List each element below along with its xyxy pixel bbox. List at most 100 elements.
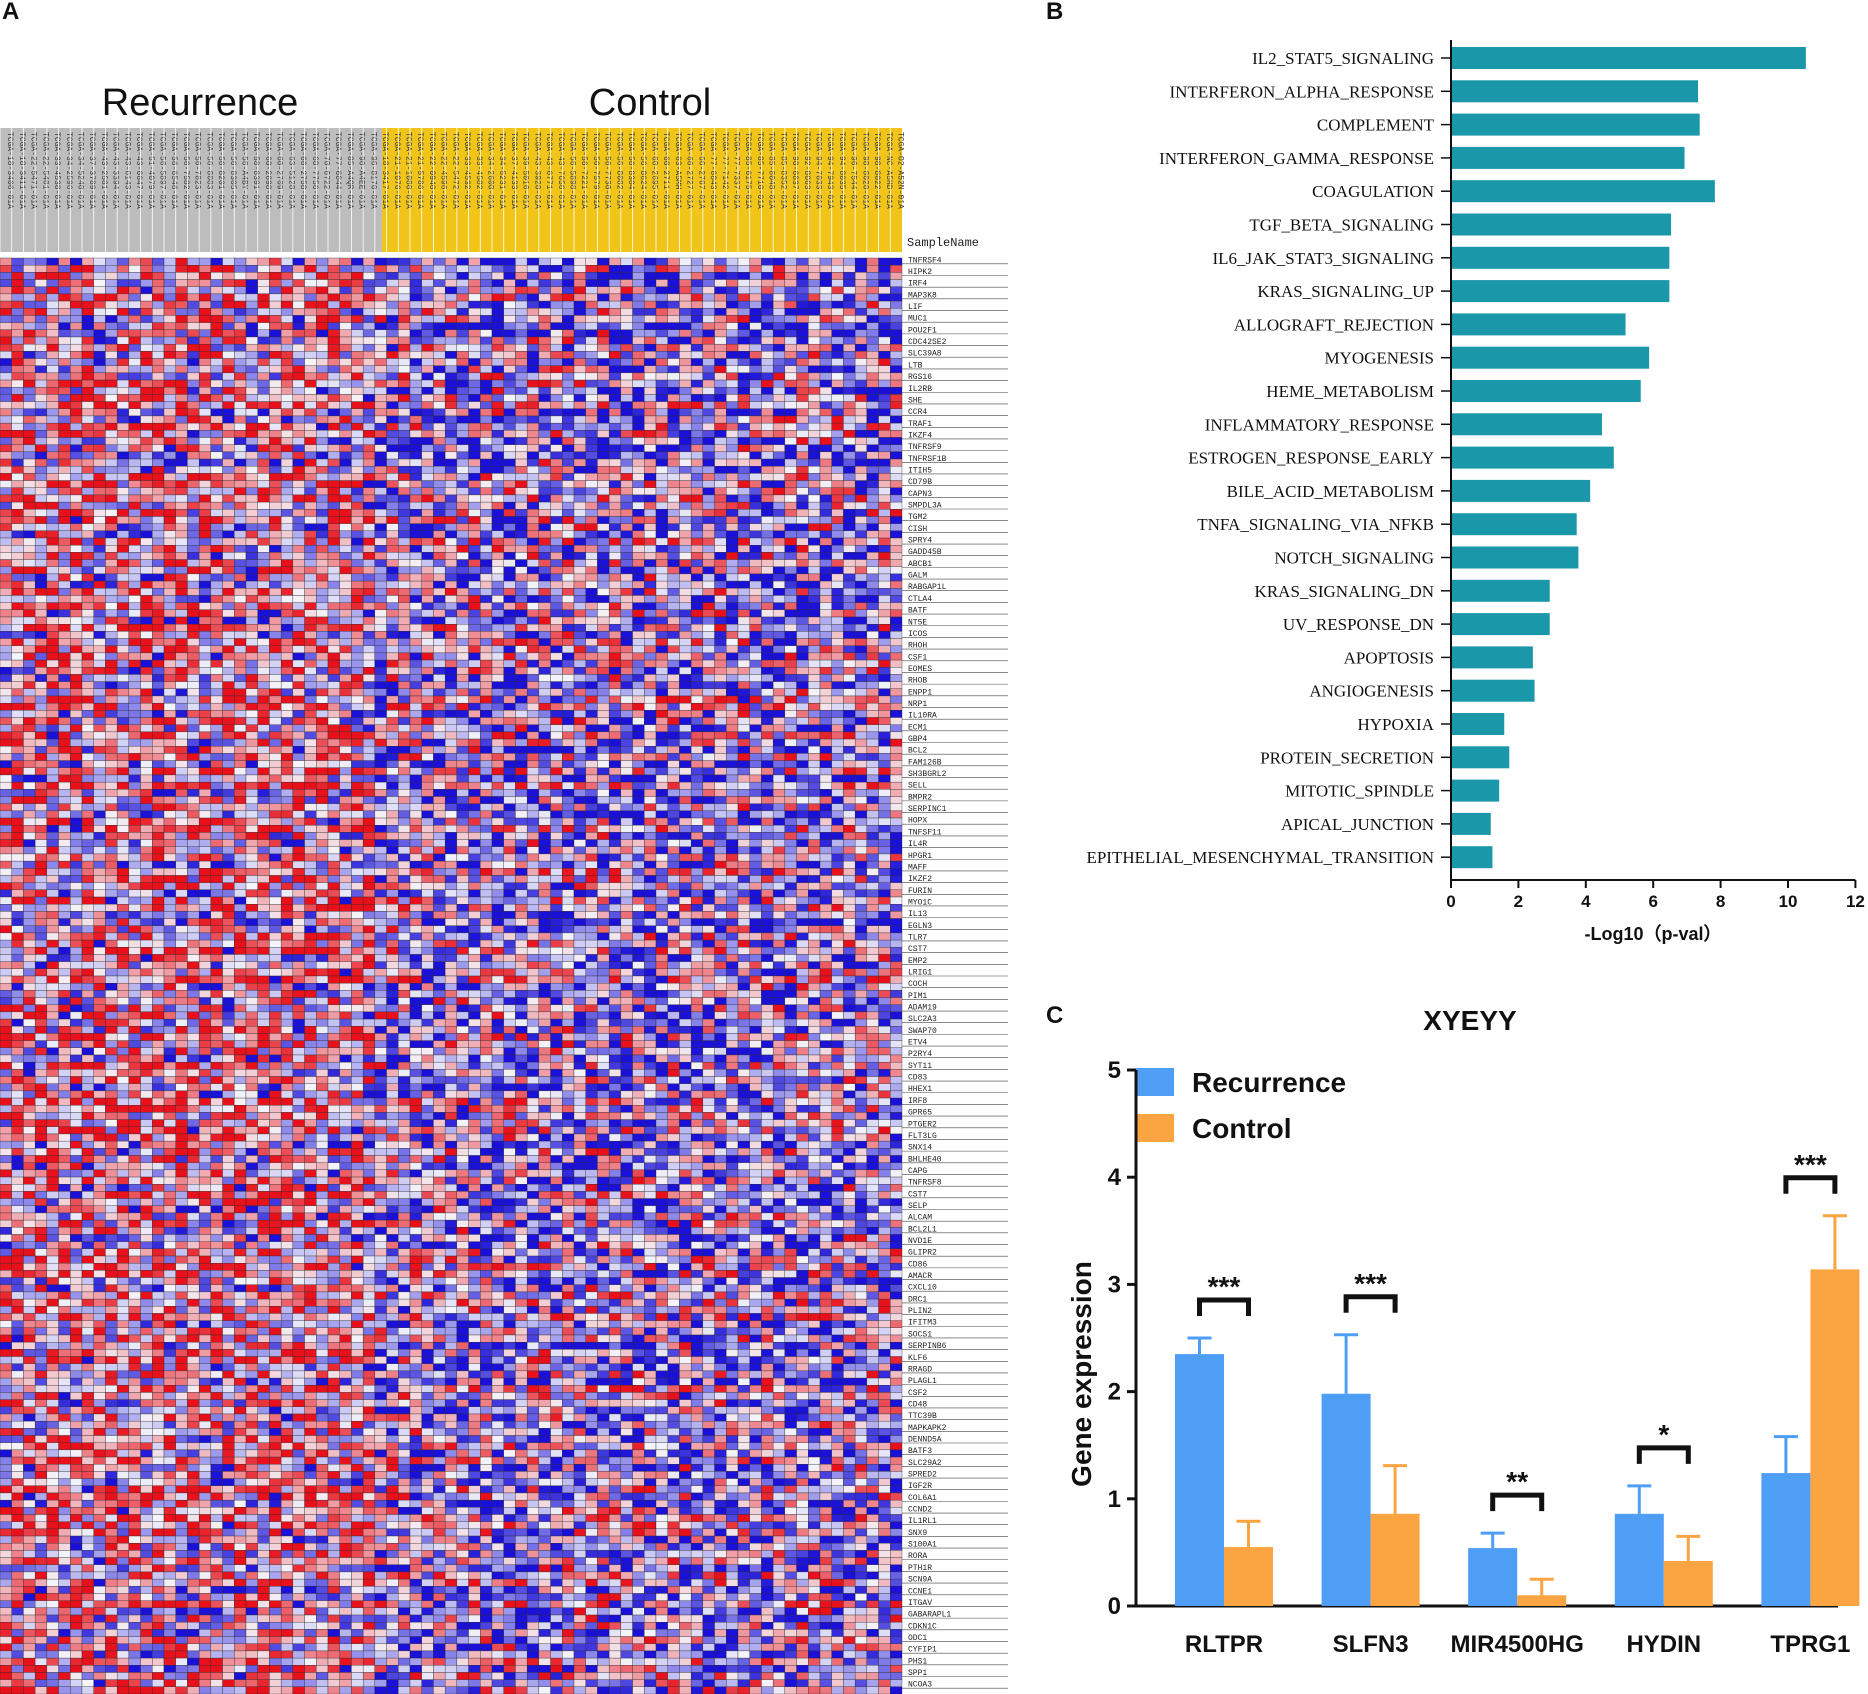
heatmap-cell <box>327 422 340 431</box>
heatmap-cell <box>234 379 247 388</box>
heatmap-cell <box>23 624 36 632</box>
heatmap-cell <box>784 315 797 323</box>
heatmap-cell <box>128 509 141 517</box>
heatmap-cell <box>573 422 586 431</box>
heatmap-cell <box>0 351 12 359</box>
heatmap-cell <box>491 609 504 618</box>
heatmap-cell <box>81 286 94 295</box>
heatmap-cell <box>34 308 48 316</box>
heatmap-cell <box>292 681 305 689</box>
heatmap-cell <box>597 466 610 474</box>
heatmap-cell <box>843 602 856 610</box>
heatmap-cell <box>702 523 715 532</box>
heatmap-cell <box>46 279 59 287</box>
heatmap-cell <box>257 487 270 496</box>
heatmap-cell <box>690 372 704 381</box>
heatmap-cell <box>105 358 118 366</box>
heatmap-cell <box>831 322 844 330</box>
heatmap-cell <box>444 588 458 596</box>
heatmap-cell <box>269 624 282 632</box>
heatmap-cell <box>362 580 376 589</box>
heatmap-cell <box>421 624 434 632</box>
heatmap-cell <box>843 430 856 438</box>
heatmap-cell <box>632 430 645 438</box>
heatmap-cell <box>491 272 504 280</box>
heatmap-cell <box>187 616 200 625</box>
heatmap-cell <box>491 430 504 438</box>
heatmap-cell <box>679 308 692 316</box>
heatmap-cell <box>292 645 305 654</box>
heatmap-cell <box>456 674 469 682</box>
heatmap-cell <box>655 473 668 481</box>
heatmap-cell <box>351 473 364 481</box>
heatmap-cell <box>679 408 692 417</box>
heatmap-cell <box>81 379 94 388</box>
heatmap-cell <box>198 609 212 618</box>
heatmap-cell <box>409 343 422 352</box>
heatmap-cell <box>714 379 727 388</box>
heatmap-cell <box>0 494 12 503</box>
sample-label: TCGA-56-7579-01A <box>591 132 600 209</box>
heatmap-cell <box>573 559 586 567</box>
heatmap-cell <box>116 451 130 460</box>
heatmap-cell <box>526 351 540 359</box>
heatmap-cell <box>667 688 680 697</box>
heatmap-cell <box>163 408 176 417</box>
heatmap-cell <box>608 580 622 589</box>
heatmap-cell <box>679 552 692 560</box>
heatmap-cell <box>667 501 680 510</box>
heatmap-cell <box>362 387 376 395</box>
heatmap-cell <box>210 351 223 359</box>
heatmap-cell <box>93 372 106 381</box>
heatmap-cell <box>257 609 270 618</box>
heatmap-cell <box>644 451 657 460</box>
heatmap-cell <box>503 487 516 496</box>
heatmap-cell <box>597 365 610 374</box>
heatmap-cell <box>245 415 258 424</box>
heatmap-cell <box>128 351 141 359</box>
heatmap-cell <box>339 329 352 338</box>
heatmap-cell <box>890 530 903 539</box>
heatmap-cell <box>245 573 258 582</box>
heatmap-cell <box>93 537 106 546</box>
heatmap-cell <box>702 494 715 503</box>
heatmap-cell <box>257 387 270 395</box>
heatmap-cell <box>550 659 563 668</box>
heatmap-cell <box>222 286 235 295</box>
heatmap-cell <box>409 588 422 596</box>
heatmap-cell <box>234 624 247 632</box>
heatmap-cell <box>245 523 258 532</box>
heatmap-cell <box>444 545 458 553</box>
heatmap-cell <box>187 379 200 388</box>
heatmap-cell <box>491 487 504 496</box>
heatmap-cell <box>749 430 762 438</box>
heatmap-cell <box>480 473 493 481</box>
heatmap-cell <box>608 695 622 704</box>
heatmap-cell <box>772 645 786 654</box>
heatmap-cell <box>538 580 551 589</box>
heatmap-cell <box>866 408 879 417</box>
heatmap-cell <box>456 609 469 618</box>
heatmap-cell <box>304 509 317 517</box>
heatmap-cell <box>608 351 622 359</box>
heatmap-cell <box>140 401 153 409</box>
heatmap-cell <box>538 351 551 359</box>
heatmap-cell <box>597 473 610 481</box>
heatmap-cell <box>210 559 223 567</box>
heatmap-cell <box>34 559 48 567</box>
heatmap-cell <box>128 473 141 481</box>
heatmap-cell <box>796 552 809 560</box>
heatmap-cell <box>714 573 727 582</box>
heatmap-cell <box>316 401 329 409</box>
heatmap-cell <box>304 616 317 625</box>
heatmap-cell <box>46 466 59 474</box>
heatmap-cell <box>468 702 481 711</box>
panel-c-label: C <box>1046 1002 1064 1029</box>
heatmap-cell <box>398 308 411 316</box>
heatmap-cell <box>339 559 352 567</box>
heatmap-cell <box>128 616 141 625</box>
heatmap-cell <box>737 487 750 496</box>
heatmap-cell <box>890 659 903 668</box>
heatmap-cell <box>140 286 153 295</box>
heatmap-cell <box>761 681 774 689</box>
